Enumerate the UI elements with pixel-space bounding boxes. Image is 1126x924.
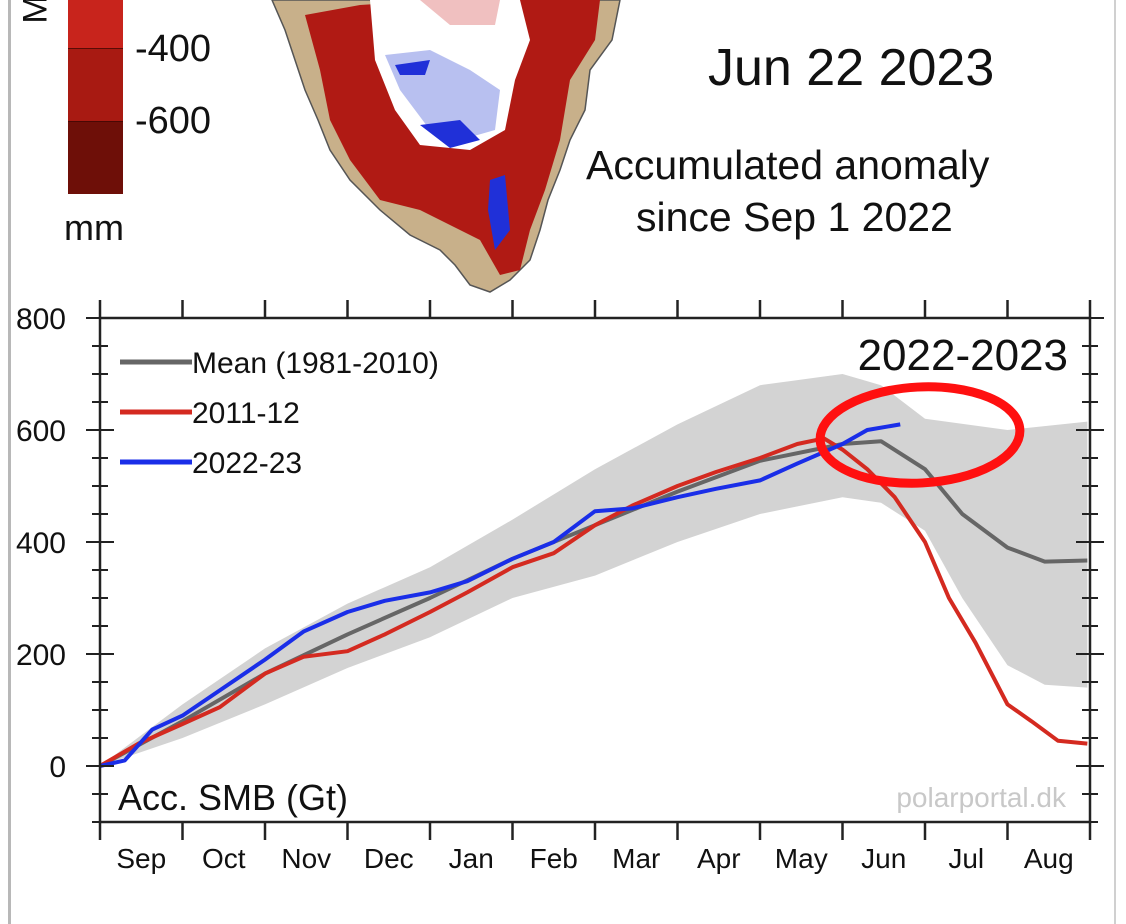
legend-label-2011-12: 2011-12	[192, 397, 300, 430]
series-line-2022-23	[99, 422, 901, 768]
y-tick-label: 200	[16, 639, 66, 672]
legend-label-2022-23: 2022-23	[192, 447, 302, 480]
y-tick-label: 0	[49, 751, 66, 784]
x-tick-label: Apr	[697, 843, 741, 874]
red-circle-annotation	[815, 382, 1025, 488]
x-tick-label: Jan	[449, 843, 494, 874]
x-tick-label: Jun	[861, 843, 906, 874]
x-tick-label: Feb	[530, 843, 578, 874]
colorbar-swatch	[68, 122, 123, 194]
map-pos-region	[395, 60, 510, 250]
colorbar-swatch	[68, 49, 123, 122]
x-tick-label: Sep	[116, 843, 166, 874]
x-tick-label: Aug	[1024, 843, 1074, 874]
greenland-anomaly-map	[271, 0, 621, 293]
y-tick-label: 400	[16, 527, 66, 560]
map-caption-line1: Accumulated anomaly	[586, 142, 990, 188]
left-border	[8, 0, 11, 924]
range-band	[100, 374, 1088, 766]
map-caption-line2: since Sep 1 2022	[636, 194, 953, 240]
legend-label-mean: Mean (1981-2010)	[192, 347, 439, 380]
x-tick-label: May	[775, 843, 828, 874]
y-axis-label: Acc. SMB (Gt)	[118, 777, 348, 818]
x-tick-label: Nov	[281, 843, 331, 874]
series-line-2011-12	[98, 436, 1088, 768]
x-tick-label: Mar	[612, 843, 660, 874]
map-date: Jun 22 2023	[708, 39, 995, 97]
x-tick-label: Jul	[948, 843, 984, 874]
y-tick-label: 600	[16, 415, 66, 448]
right-border	[1114, 0, 1116, 924]
x-tick-label: Dec	[364, 843, 414, 874]
legend: Mean (1981-2010) 2011-12 2022-23	[120, 347, 439, 480]
x-tick-label: Oct	[202, 843, 246, 874]
colorbar-label: -600	[135, 100, 212, 142]
series-line-mean-1981-2010-	[99, 439, 1088, 768]
colorbar-swatch	[68, 0, 123, 49]
map-light-neg-region	[420, 0, 500, 25]
colorbar-label: -400	[135, 28, 212, 70]
colorbar-unit: mm	[64, 207, 124, 248]
watermark: polarportal.dk	[896, 782, 1067, 813]
chart-title: 2022-2023	[858, 331, 1068, 380]
y-tick-label: 800	[16, 303, 66, 336]
